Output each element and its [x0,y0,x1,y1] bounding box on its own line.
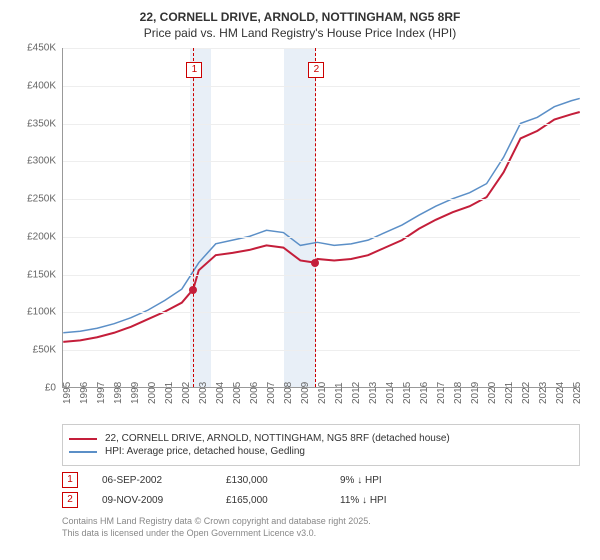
legend-item: 22, CORNELL DRIVE, ARNOLD, NOTTINGHAM, N… [69,433,573,444]
x-tick-label: 2015 [402,382,413,404]
sale-price: £130,000 [226,475,316,486]
x-axis: 1995199619971998199920002001200220032004… [62,390,580,418]
x-tick-label: 2022 [521,382,532,404]
sale-number-box: 2 [62,492,78,508]
footer-line1: Contains HM Land Registry data © Crown c… [62,516,580,528]
gridline [63,237,580,238]
y-tick-label: £0 [45,383,56,394]
chart: £0 £50K £100K £150K £200K £250K £300K £350K £400… [20,48,580,418]
sale-date: 06-SEP-2002 [102,475,202,486]
x-tick-label: 2001 [164,382,175,404]
plot-area: 12 [62,48,580,388]
x-tick-label: 2005 [232,382,243,404]
sale-marker-label: 2 [308,62,324,78]
sale-date: 09-NOV-2009 [102,495,202,506]
x-tick-label: 2019 [470,382,481,404]
x-tick-label: 1998 [113,382,124,404]
sale-marker-line [315,48,316,387]
x-tick-label: 2014 [385,382,396,404]
x-tick-label: 2016 [419,382,430,404]
gridline [63,86,580,87]
sale-number-box: 1 [62,472,78,488]
x-tick-label: 2004 [215,382,226,404]
x-tick-label: 2020 [487,382,498,404]
sale-row: 2 09-NOV-2009 £165,000 11% ↓ HPI [62,492,580,508]
y-tick-label: £150K [27,269,56,280]
y-axis: £0£50K£100K£150K£200K£250K£300K£350K£400… [20,48,60,388]
x-tick-label: 2007 [266,382,277,404]
x-tick-label: 2018 [453,382,464,404]
legend-swatch [69,451,97,453]
gridline [63,312,580,313]
footer-line2: This data is licensed under the Open Gov… [62,528,580,540]
y-tick-label: £300K [27,156,56,167]
y-tick-label: £200K [27,231,56,242]
chart-title: 22, CORNELL DRIVE, ARNOLD, NOTTINGHAM, N… [10,10,590,24]
y-tick-label: £400K [27,80,56,91]
legend-swatch [69,438,97,440]
sales-table: 1 06-SEP-2002 £130,000 9% ↓ HPI 2 09-NOV-2009… [62,472,580,508]
x-tick-label: 2006 [249,382,260,404]
gridline [63,275,580,276]
series-hpi [63,98,579,332]
x-tick-label: 2023 [538,382,549,404]
sale-marker-dot [311,259,319,267]
gridline [63,199,580,200]
sale-diff: 11% ↓ HPI [340,495,387,506]
gridline [63,124,580,125]
x-tick-label: 2009 [300,382,311,404]
x-tick-label: 2008 [283,382,294,404]
chart-svg [63,48,580,387]
x-tick-label: 1995 [62,382,73,404]
y-tick-label: £50K [33,345,56,356]
sale-marker-dot [189,286,197,294]
x-tick-label: 1996 [79,382,90,404]
series-price_paid [63,112,579,342]
x-tick-label: 1997 [96,382,107,404]
x-tick-label: 2021 [504,382,515,404]
x-tick-label: 2002 [181,382,192,404]
x-tick-label: 1999 [130,382,141,404]
y-tick-label: £450K [27,43,56,54]
sale-diff: 9% ↓ HPI [340,475,382,486]
x-tick-label: 2024 [555,382,566,404]
sale-marker-line [193,48,194,387]
sale-row: 1 06-SEP-2002 £130,000 9% ↓ HPI [62,472,580,488]
x-tick-label: 2012 [351,382,362,404]
gridline [63,161,580,162]
sale-price: £165,000 [226,495,316,506]
x-tick-label: 2010 [317,382,328,404]
y-tick-label: £250K [27,194,56,205]
x-tick-label: 2000 [147,382,158,404]
legend: 22, CORNELL DRIVE, ARNOLD, NOTTINGHAM, N… [62,424,580,466]
legend-item: HPI: Average price, detached house, Gedl… [69,446,573,457]
y-tick-label: £100K [27,307,56,318]
legend-label: 22, CORNELL DRIVE, ARNOLD, NOTTINGHAM, N… [105,433,450,444]
y-tick-label: £350K [27,118,56,129]
x-tick-label: 2003 [198,382,209,404]
footer: Contains HM Land Registry data © Crown c… [62,516,580,539]
gridline [63,350,580,351]
legend-label: HPI: Average price, detached house, Gedl… [105,446,305,457]
x-tick-label: 2011 [334,382,345,404]
x-tick-label: 2017 [436,382,447,404]
sale-marker-label: 1 [186,62,202,78]
chart-subtitle: Price paid vs. HM Land Registry's House … [10,26,590,40]
x-tick-label: 2013 [368,382,379,404]
x-tick-label: 2025 [572,382,583,404]
gridline [63,48,580,49]
